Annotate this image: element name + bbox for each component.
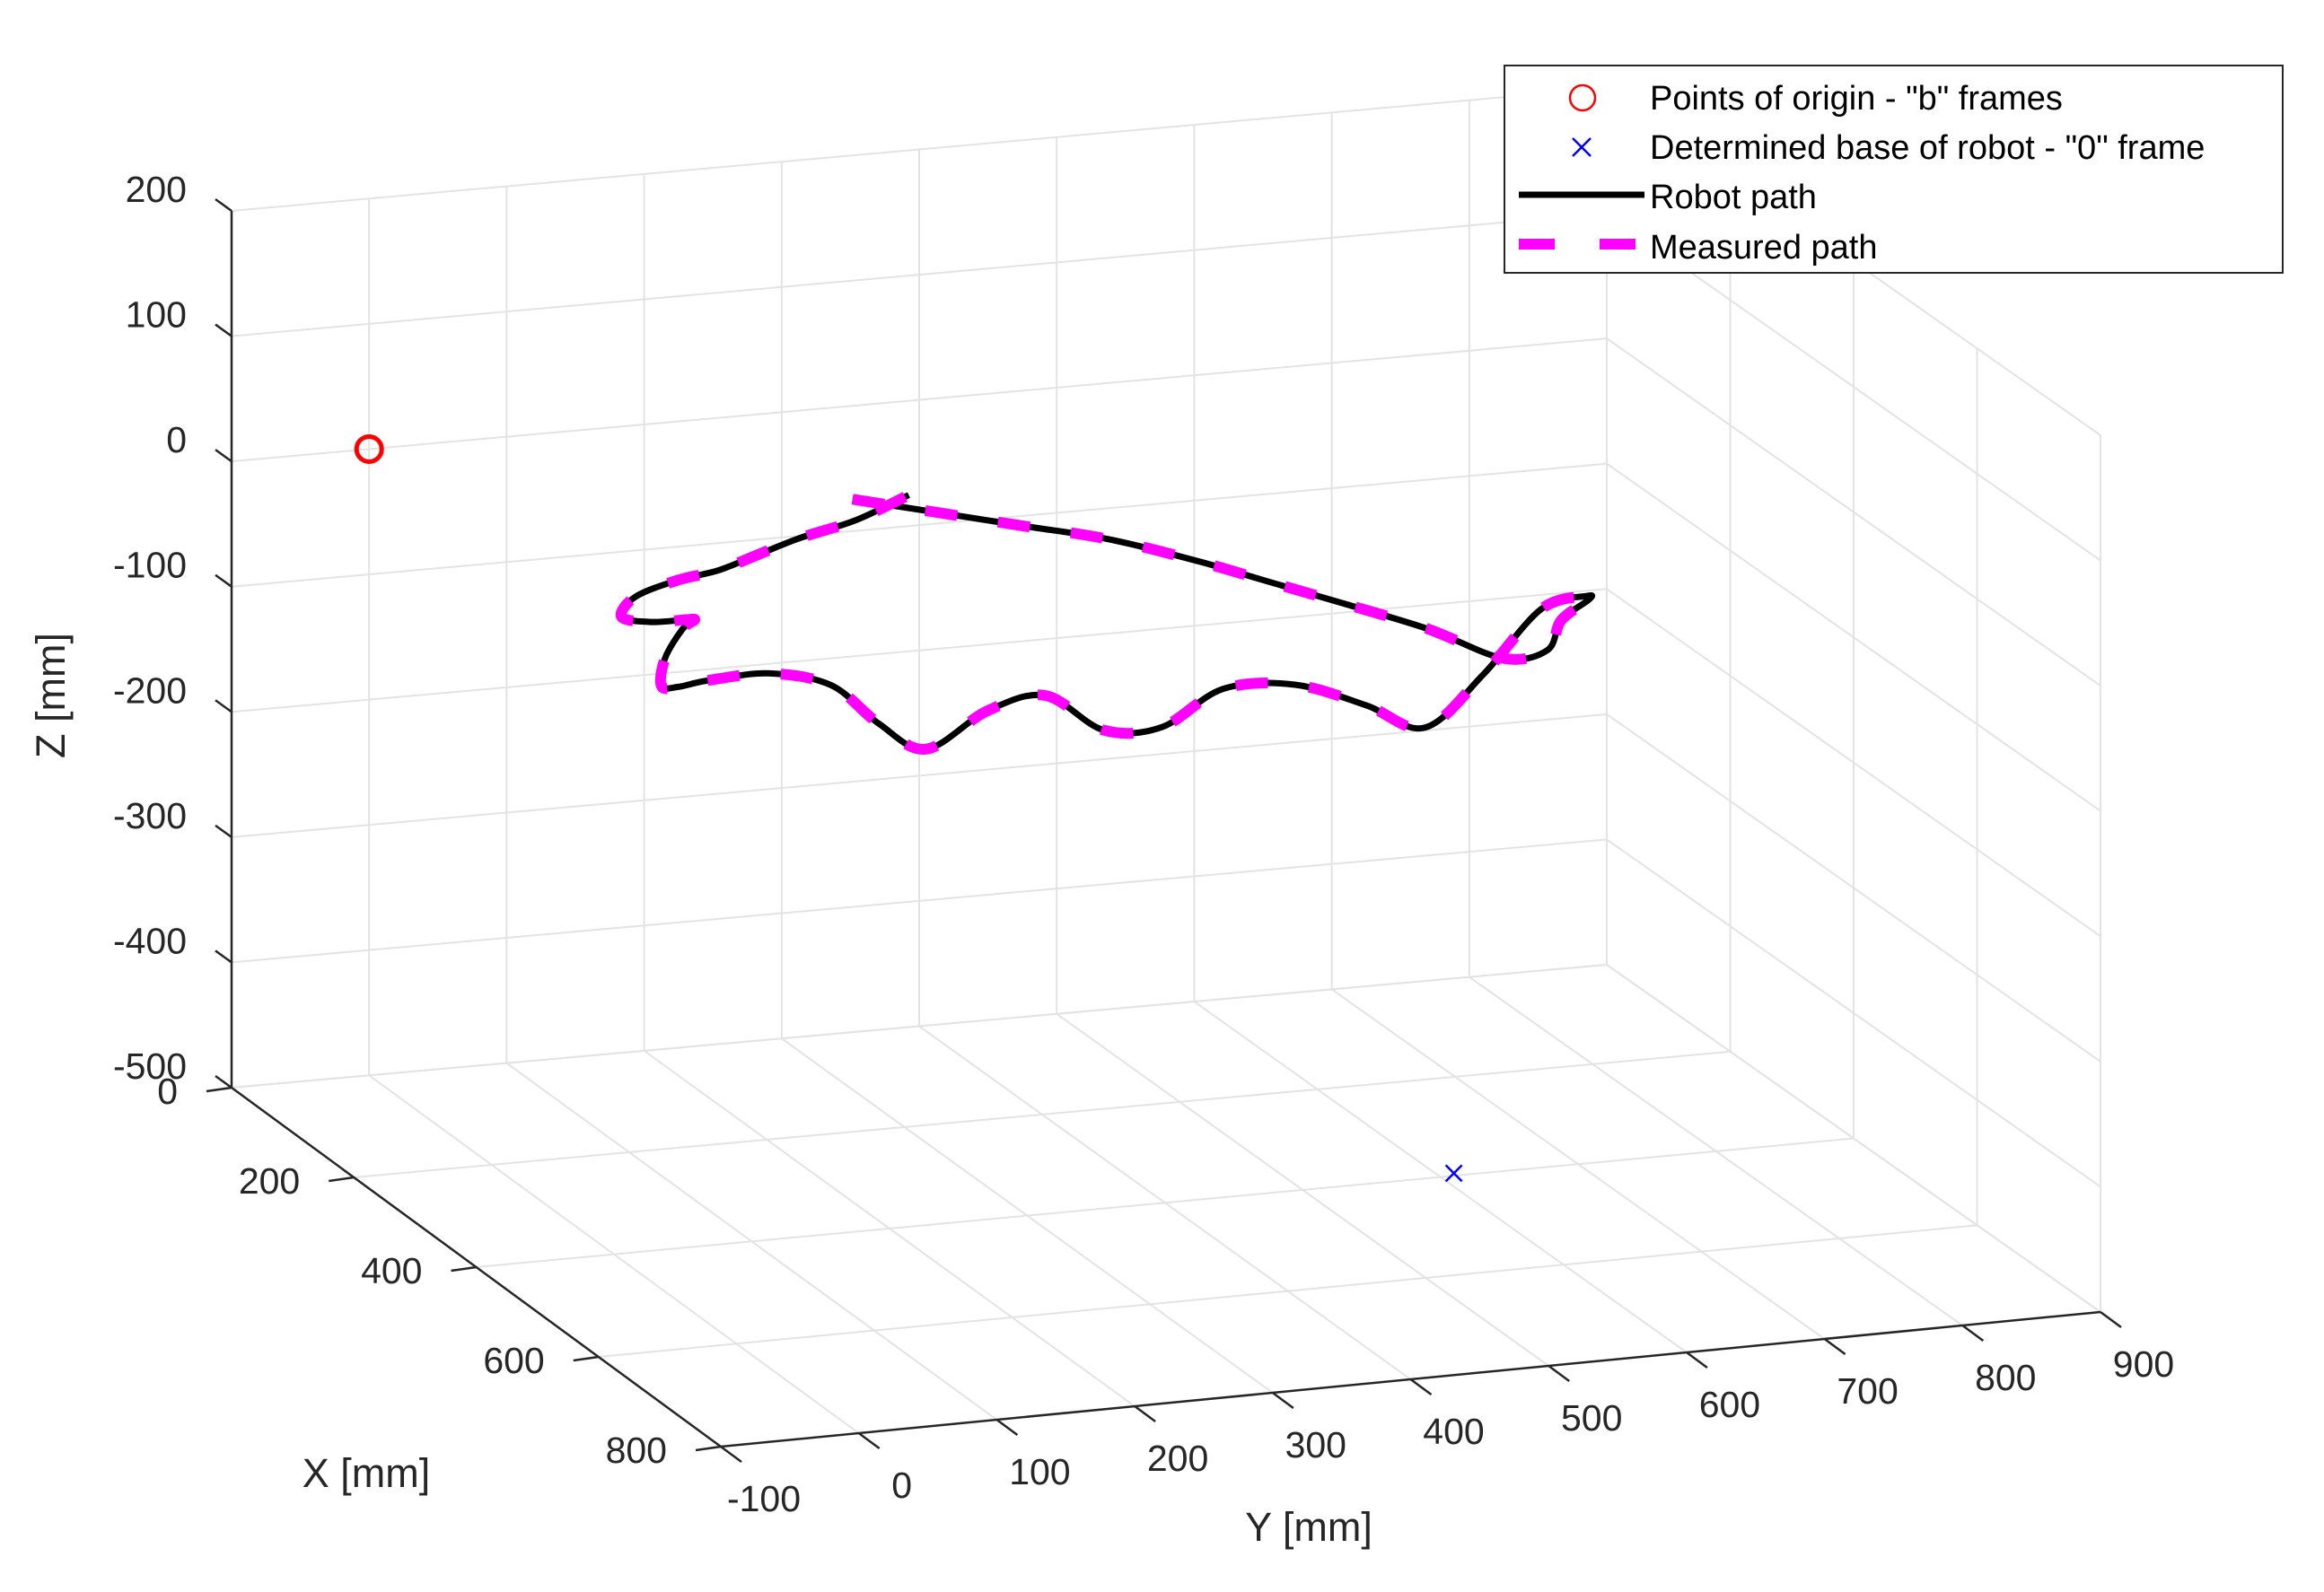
axes-frame [206,197,2122,1464]
x-gridline [720,435,2101,1448]
y-tick [1686,1351,1708,1369]
legend-entry-measured-path: Measured path [1650,229,1878,267]
x-tick-label: 200 [239,1160,300,1202]
x-axis-label: X [mm] [303,1450,431,1496]
z-tick [215,449,232,463]
y-tick-label: 0 [891,1465,912,1506]
x-tick-label: 400 [361,1250,422,1291]
z-tick [215,1074,232,1089]
y-tick [1961,1324,1985,1343]
axes-grid [231,86,2101,1448]
series-measured-path [615,490,1598,755]
z-tick-label: -200 [113,669,187,711]
y-tick-label: 900 [2113,1343,2174,1385]
legend-box [1504,65,2284,274]
x-gridline [598,348,1978,1358]
z-tick [215,699,232,713]
y-axis-label: Y [mm] [1245,1504,1372,1550]
plot-data [354,433,1598,1183]
y-tick [995,1418,1019,1437]
y-gridline [505,186,997,1421]
y-gridline [1193,125,1688,1353]
x-tick [329,1176,355,1183]
y-tick-label: -100 [727,1478,801,1519]
y-tick [1272,1391,1294,1410]
legend-entry-origin: Points of origin - "b" frames [1650,80,2063,118]
y-gridline [1468,100,1963,1326]
z-tick [215,824,232,838]
y-tick-label: 100 [1009,1451,1070,1492]
y-tick-label: 600 [1699,1384,1760,1425]
x-gridline [354,174,1732,1178]
y-tick [1823,1337,1846,1356]
x-tick-label: 800 [606,1430,667,1471]
z-gridline [231,963,2101,1313]
y-tick [1134,1404,1156,1423]
y-gridline [368,198,860,1434]
x-tick [573,1355,599,1362]
z-axis-label: Z [mm] [28,633,74,758]
z-gridline [231,337,2101,687]
legend-entry-robot-path: Robot path [1650,179,1817,216]
y-tick-label: 700 [1837,1370,1898,1412]
y-tick-label: 800 [1975,1357,2036,1398]
y-tick-label: 500 [1561,1397,1622,1439]
z-tick-label: -100 [113,545,187,586]
legend-entry-robot-base: Determined base of robot - "0" frame [1650,129,2205,167]
y-tick [857,1431,881,1450]
z-tick-label: 0 [166,419,187,460]
y-tick-label: 200 [1147,1438,1208,1479]
y-tick-label: 300 [1285,1424,1346,1465]
z-tick-label: 100 [126,294,187,336]
y-gridline [918,149,1412,1380]
y-tick [1548,1364,1570,1383]
y-tick [720,1445,742,1464]
x-gridline [231,88,1608,1089]
y-gridline [1056,136,1549,1367]
z-tick-label: -500 [113,1045,187,1087]
z-tick [215,573,232,588]
y-gridline [780,162,1274,1394]
y-tick-label: 400 [1423,1411,1484,1452]
marker-determined-base-of-robot-0-frame [1444,1164,1463,1183]
z-tick-label: -300 [113,795,187,836]
z-tick-label: -400 [113,920,187,961]
z-tick-label: 200 [126,169,187,210]
legend-x-marker-icon [1572,137,1592,157]
marker-points-of-origin-b-frames [354,433,384,464]
axis-tick-labels: 2001000-100-200-300-400-5000200400600800… [113,169,2174,1519]
x-tick [695,1445,722,1452]
x-tick-label: 600 [483,1340,544,1381]
x-tick [451,1265,477,1273]
legend[interactable]: Points of origin - "b" frames Determined… [1504,65,2284,274]
y-tick [2100,1310,2122,1329]
y-gridline [643,173,1136,1407]
z-tick [215,949,232,964]
legend-circle-marker-icon [1568,83,1597,112]
z-gridline [231,838,2101,1188]
z-tick [215,323,232,337]
x-gridline [476,261,1855,1268]
x-tick-label: 0 [157,1071,178,1112]
z-gridline [231,588,2101,938]
y-tick [1409,1378,1433,1396]
y-gridline [231,211,722,1448]
z-tick [215,197,232,213]
x-tick [206,1086,232,1093]
z-gridline [231,462,2101,812]
z-gridline [231,713,2101,1063]
